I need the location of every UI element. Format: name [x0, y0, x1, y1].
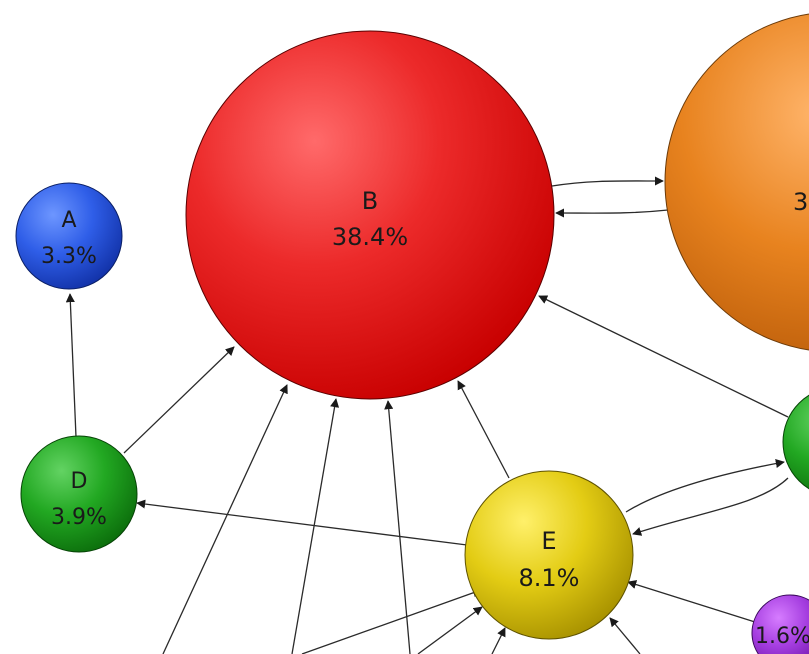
edge-f-to-e	[632, 477, 789, 536]
node-c: 3	[664, 13, 809, 351]
node-b-value: 38.4%	[332, 223, 408, 251]
edge-offpage-5-to-e	[417, 606, 483, 654]
node-d-value: 3.9%	[51, 505, 107, 530]
node-p-value: 1.6%	[755, 624, 809, 649]
node-c-value: 3	[793, 188, 808, 216]
edge-c-to-b	[555, 208, 669, 218]
node-a-letter: A	[61, 208, 76, 233]
node-p: 1.6%	[751, 594, 809, 654]
edge-offpage-1-to-b	[162, 384, 288, 654]
node-b-letter: B	[362, 187, 378, 215]
edges	[65, 176, 789, 654]
edge-p-to-e	[627, 580, 756, 623]
node-d-letter: D	[71, 469, 88, 494]
node-e-letter: E	[541, 527, 556, 555]
edge-offpage-2-to-b	[291, 398, 340, 654]
edge-f-to-b	[538, 295, 789, 418]
edge-d-to-a	[65, 293, 77, 438]
edge-e-to-b	[457, 380, 510, 479]
node-e-value: 8.1%	[519, 564, 580, 592]
edge-offpage-3-to-b	[384, 400, 411, 654]
edge-e-to-d	[136, 499, 468, 546]
node-a-value: 3.3%	[41, 244, 97, 269]
edge-offpage-4-to-e	[301, 588, 482, 654]
edge-e-to-f	[625, 459, 785, 513]
edge-offpage-7-to-e	[609, 617, 641, 654]
edge-offpage-6-to-e	[491, 627, 506, 654]
node-f	[782, 394, 809, 490]
node-e: E 8.1%	[464, 470, 634, 640]
node-a: A 3.3%	[15, 182, 123, 290]
edge-d-to-b	[123, 346, 235, 454]
node-b: B 38.4%	[185, 30, 555, 400]
node-d: D 3.9%	[20, 435, 138, 553]
edge-b-to-c	[551, 176, 664, 187]
